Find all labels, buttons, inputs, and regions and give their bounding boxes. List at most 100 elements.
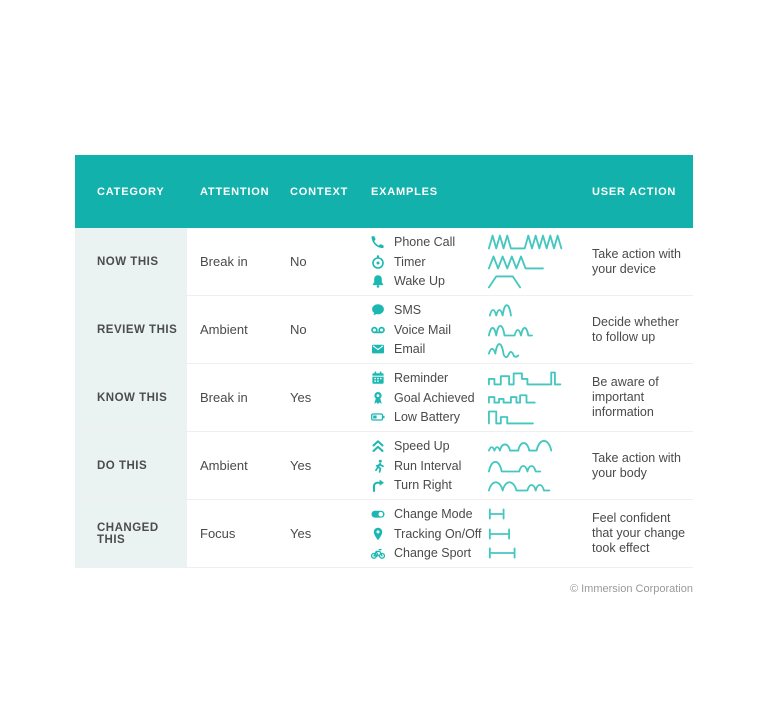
haptics-table: CATEGORY ATTENTION CONTEXT EXAMPLES USER… [75, 155, 693, 595]
attention-value: Break in [200, 390, 248, 405]
example-label: Run Interval [394, 458, 462, 473]
table-row: NOW THIS Break in No Phone Call Timer [75, 228, 693, 296]
example-item: Change Mode [371, 504, 480, 524]
example-item: Goal Achieved [371, 388, 480, 408]
category-label: DO THIS [75, 432, 187, 499]
waveform-tracking-onoff [488, 524, 580, 544]
example-label: Turn Right [394, 478, 452, 492]
voicemail-icon [371, 323, 385, 337]
category-label: CHANGED THIS [75, 500, 187, 567]
example-item: Email [371, 339, 480, 359]
user-action-text: Take action with your body [592, 450, 681, 480]
battery-icon [371, 410, 385, 424]
waveform-goal-achieved [488, 388, 580, 408]
waveform-wake-up [488, 271, 580, 291]
waveform-email [488, 339, 580, 359]
example-item: SMS [371, 300, 480, 320]
attention-value: Ambient [200, 458, 248, 473]
context-value: Yes [290, 458, 312, 473]
context-value: Yes [290, 390, 312, 405]
example-item: Turn Right [371, 475, 480, 495]
context-value: Yes [290, 526, 312, 541]
table-row: KNOW THIS Break in Yes Reminder Goal Ach… [75, 364, 693, 432]
user-action-text: Be aware of important information [592, 375, 659, 419]
timer-icon [371, 254, 385, 269]
example-item: Reminder [371, 368, 480, 388]
phone-icon [371, 235, 385, 249]
waveforms [480, 228, 580, 295]
waveforms [480, 296, 580, 363]
table-row: DO THIS Ambient Yes Speed Up Run Interva… [75, 432, 693, 500]
attention-value: Break in [200, 254, 248, 269]
waveforms [480, 432, 580, 499]
waveforms [480, 364, 580, 431]
example-item: Tracking On/Off [371, 524, 482, 544]
table-row: REVIEW THIS Ambient No SMS Voice Mail [75, 296, 693, 364]
examples-list: Phone Call Timer Wake Up [363, 228, 480, 295]
example-label: Timer [394, 254, 426, 269]
example-label: Low Battery [394, 410, 461, 424]
category-label: NOW THIS [75, 228, 187, 295]
waveform-sms [488, 300, 580, 320]
example-item: Run Interval [371, 456, 480, 476]
waveform-run-interval [488, 456, 580, 476]
bell-icon [371, 274, 385, 288]
example-item: Low Battery [371, 407, 480, 427]
bicycle-icon [371, 546, 385, 560]
attention-value: Ambient [200, 322, 248, 337]
toggle-icon [371, 507, 385, 521]
location-pin-icon [371, 527, 385, 541]
waveform-reminder [488, 368, 580, 388]
example-item: Change Sport [371, 543, 480, 563]
user-action-text: Decide whether to follow up [592, 314, 679, 344]
col-header-user-action: USER ACTION [592, 185, 677, 198]
waveform-change-mode [488, 504, 580, 524]
waveform-speed-up [488, 436, 580, 456]
context-value: No [290, 322, 307, 337]
category-label: KNOW THIS [75, 364, 187, 431]
col-header-attention: ATTENTION [200, 185, 270, 198]
waveform-turn-right [488, 475, 580, 495]
table-row: CHANGED THIS Focus Yes Change Mode Track… [75, 500, 693, 568]
example-item: Timer [371, 252, 480, 272]
context-value: No [290, 254, 307, 269]
waveform-phone-call [488, 232, 580, 252]
example-item: Phone Call [371, 232, 480, 252]
example-label: Goal Achieved [394, 390, 475, 405]
examples-list: Change Mode Tracking On/Off Change Sport [363, 500, 482, 567]
example-label: Change Mode [394, 507, 473, 521]
waveform-change-sport [488, 543, 580, 563]
waveforms [480, 500, 580, 567]
example-label: Wake Up [394, 274, 445, 288]
examples-list: Speed Up Run Interval Turn Right [363, 432, 480, 499]
sms-bubble-icon [371, 303, 385, 317]
category-label: REVIEW THIS [75, 296, 187, 363]
turn-right-icon [371, 478, 385, 492]
example-label: Reminder [394, 371, 449, 385]
waveform-voice-mail [488, 320, 580, 340]
copyright-text: © Immersion Corporation [569, 583, 693, 595]
example-label: Email [394, 342, 426, 356]
example-label: Phone Call [394, 235, 456, 249]
example-item: Voice Mail [371, 320, 480, 340]
user-action-text: Feel confident that your change took eff… [592, 511, 686, 555]
waveform-timer [488, 252, 580, 272]
user-action-text: Take action with your device [592, 246, 681, 276]
chevrons-up-icon [371, 439, 385, 453]
attention-value: Focus [200, 526, 236, 541]
runner-icon [371, 459, 385, 473]
email-icon [371, 342, 385, 356]
col-header-context: CONTEXT [290, 185, 349, 198]
example-item: Wake Up [371, 271, 480, 291]
example-label: Change Sport [394, 546, 472, 560]
examples-list: Reminder Goal Achieved Low Battery [363, 364, 480, 431]
example-label: Tracking On/Off [394, 526, 482, 541]
calendar-icon [371, 371, 385, 385]
example-label: Speed Up [394, 439, 450, 453]
col-header-examples: EXAMPLES [371, 185, 438, 198]
medal-icon [371, 391, 385, 405]
waveform-low-battery [488, 407, 580, 427]
example-label: Voice Mail [394, 322, 451, 337]
examples-list: SMS Voice Mail Email [363, 296, 480, 363]
